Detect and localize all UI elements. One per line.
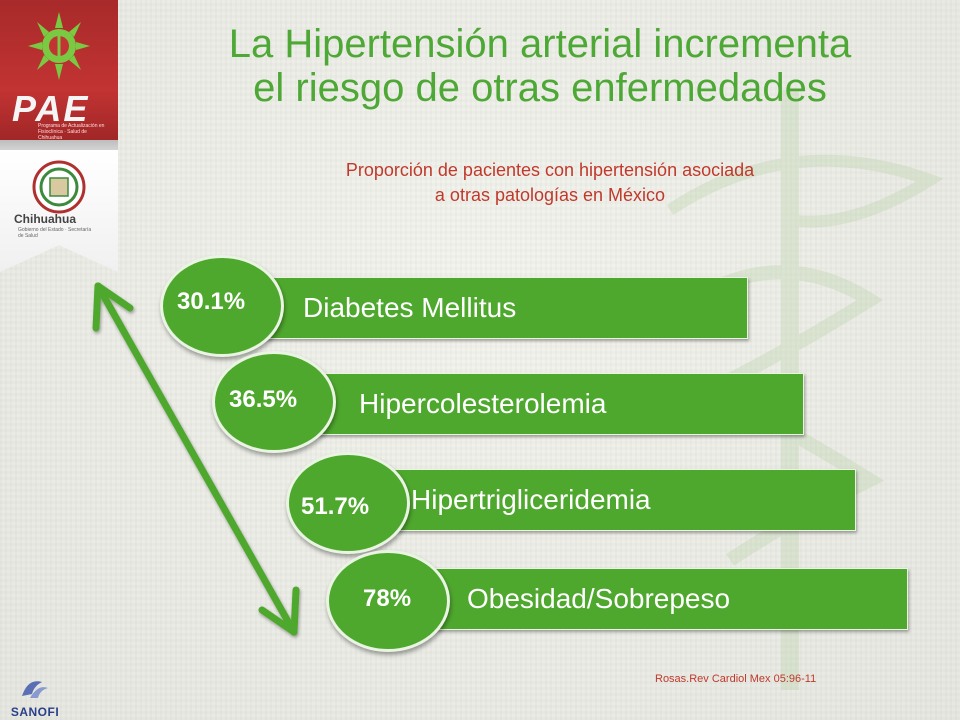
slide-subtitle: Proporción de pacientes con hipertensión…	[250, 158, 850, 208]
pae-logo-text: PAE	[12, 88, 90, 129]
bar-item-4: Obesidad/Sobrepeso	[400, 568, 908, 630]
bar-item-1: Diabetes Mellitus	[232, 277, 748, 339]
subtitle-line-2: a otras patologías en México	[434, 185, 666, 205]
citation: Rosas.Rev Cardiol Mex 05:96-11	[655, 673, 817, 685]
double-arrow-icon	[92, 282, 300, 636]
item-label-4: Obesidad/Sobrepeso	[467, 583, 731, 614]
subtitle-line-1: Proporción de pacientes con hipertensión…	[345, 160, 755, 180]
item-label-3: Hipertrigliceridemia	[411, 484, 651, 515]
bar-item-3: Hipertrigliceridemia	[340, 469, 856, 531]
title-line-1: La Hipertensión arterial incrementa	[228, 22, 852, 66]
state-seal-icon	[32, 160, 86, 214]
percent-value-4: 78%	[363, 585, 412, 612]
percent-value-1: 30.1%	[177, 288, 246, 315]
percent-circle-1: 30.1%	[160, 255, 284, 357]
state-name: Chihuahua	[14, 212, 76, 226]
sanofi-logo: SANOFI	[5, 676, 65, 719]
percent-circle-2: 36.5%	[212, 351, 336, 453]
pae-logo-subtitle: Programa de Actualización en Fisioclínic…	[38, 123, 105, 141]
percent-value-3: 51.7%	[301, 493, 370, 520]
item-label-2: Hipercolesterolemia	[359, 388, 607, 419]
title-line-2: el riesgo de otras enfermedades	[253, 66, 827, 110]
percent-circle-3: 51.7%	[286, 452, 410, 554]
slide-title: La Hipertensión arterial incrementa el r…	[140, 22, 940, 110]
pae-ribbon: PAE Programa de Actualización en Fisiocl…	[0, 0, 118, 150]
percent-value-2: 36.5%	[229, 386, 298, 413]
logo-ribbon: PAE Programa de Actualización en Fisiocl…	[0, 0, 118, 272]
item-label-1: Diabetes Mellitus	[303, 292, 517, 323]
bar-item-2: Hipercolesterolemia	[290, 373, 804, 435]
sanofi-bird-icon	[22, 681, 48, 698]
percent-circle-4: 78%	[326, 550, 450, 652]
sun-emblem-icon	[28, 12, 90, 80]
sanofi-logo-text: SANOFI	[10, 705, 60, 719]
state-subtitle: Gobierno del Estado · Secretaría de Salu…	[18, 227, 92, 239]
